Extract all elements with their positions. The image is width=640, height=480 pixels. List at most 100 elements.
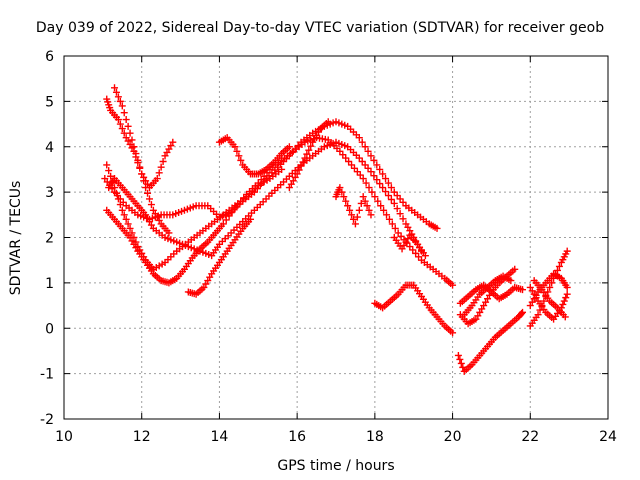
data-point-marker [105,167,113,175]
data-point-marker [373,161,381,169]
data-point-marker [384,179,392,187]
data-point-marker [155,169,163,177]
data-point-marker [247,215,255,223]
data-point-marker [396,210,404,218]
data-point-marker [371,193,379,201]
data-point-marker [382,175,390,183]
data-point-marker [118,206,126,214]
data-point-marker [130,143,138,151]
data-point-marker [367,168,375,176]
data-point-marker [134,156,142,164]
data-point-marker [132,238,140,246]
y-tick-label: 5 [45,94,54,110]
x-tick-label: 12 [133,429,151,445]
data-point-marker [351,220,359,228]
data-point-marker [342,197,350,205]
x-tick-label: 18 [366,429,384,445]
data-point-marker [349,215,357,223]
x-tick-label: 14 [211,429,229,445]
series-arc-13 [454,308,527,375]
data-point-marker [303,150,311,158]
data-point-marker [563,247,571,255]
data-point-marker [112,189,120,197]
data-point-marker [231,143,239,151]
y-tick-label: 0 [45,321,54,337]
data-point-marker [355,134,363,142]
x-tick-label: 10 [55,429,73,445]
data-point-marker [561,313,569,321]
data-point-marker [362,179,370,187]
data-point-marker [387,184,395,192]
data-point-marker [390,199,398,207]
y-tick-label: -2 [40,412,54,428]
data-point-marker [324,118,332,126]
series-arc-6 [103,161,286,273]
data-point-marker [237,156,245,164]
data-point-marker [511,265,519,273]
data-point-marker [370,156,378,164]
data-point-marker [383,211,391,219]
data-point-marker [449,281,457,289]
data-point-marker [128,229,136,237]
data-point-marker [346,206,354,214]
data-point-marker [114,93,122,101]
series-arc-7 [184,215,255,298]
data-point-marker [376,165,384,173]
data-point-marker [116,201,124,209]
y-tick-label: 1 [45,276,54,292]
data-point-marker [145,195,153,203]
data-point-marker [157,163,165,171]
data-point-marker [433,224,441,232]
data-point-marker [391,224,399,232]
data-point-marker [519,308,527,316]
data-point-marker [562,294,570,302]
data-point-marker [374,197,382,205]
data-point-marker [457,359,465,367]
data-point-marker [456,355,464,363]
data-point-marker [297,162,305,170]
data-point-marker [107,172,115,180]
data-point-marker [379,184,387,192]
data-point-marker [307,142,315,150]
y-ticks: -2 -1 0 1 2 3 4 5 6 [40,49,608,428]
data-point-marker [128,136,136,144]
x-tick-label: 20 [444,429,462,445]
data-point-marker [336,184,344,192]
y-tick-label: 3 [45,185,54,201]
data-point-marker [373,176,381,184]
data-point-marker [519,286,527,294]
data-point-marker [355,206,363,214]
series-arc-19 [526,270,571,310]
data-point-marker [140,177,148,185]
data-point-marker [278,165,286,173]
series-arc-10 [332,184,375,228]
data-point-marker [111,184,119,192]
series-arc-3 [105,138,425,260]
y-tick-label: -1 [40,367,54,383]
data-point-marker [364,147,372,155]
data-point-marker [142,184,150,192]
y-axis-label: SDTVAR / TECUs [8,181,24,296]
y-tick-label: 4 [45,140,54,156]
data-point-marker [295,166,303,174]
data-point-marker [305,146,313,154]
data-point-marker [449,329,457,337]
data-point-marker [120,109,128,117]
data-point-marker [301,154,309,162]
data-point-marker [112,88,120,96]
data-point-marker [122,215,130,223]
data-point-marker [421,252,429,260]
data-point-marker [124,122,132,130]
data-point-marker [136,163,144,171]
data-point-marker [122,116,130,124]
data-point-marker [367,152,375,160]
data-point-marker [377,202,385,210]
data-point-marker [235,152,243,160]
data-point-marker [534,311,542,319]
data-point-marker [116,120,124,128]
series-arc-12 [390,231,429,260]
data-point-marker [109,178,117,186]
series-arc-20 [530,277,569,321]
series-arc-9 [285,118,332,192]
x-ticks: 10 12 14 16 18 20 22 24 [55,56,617,445]
